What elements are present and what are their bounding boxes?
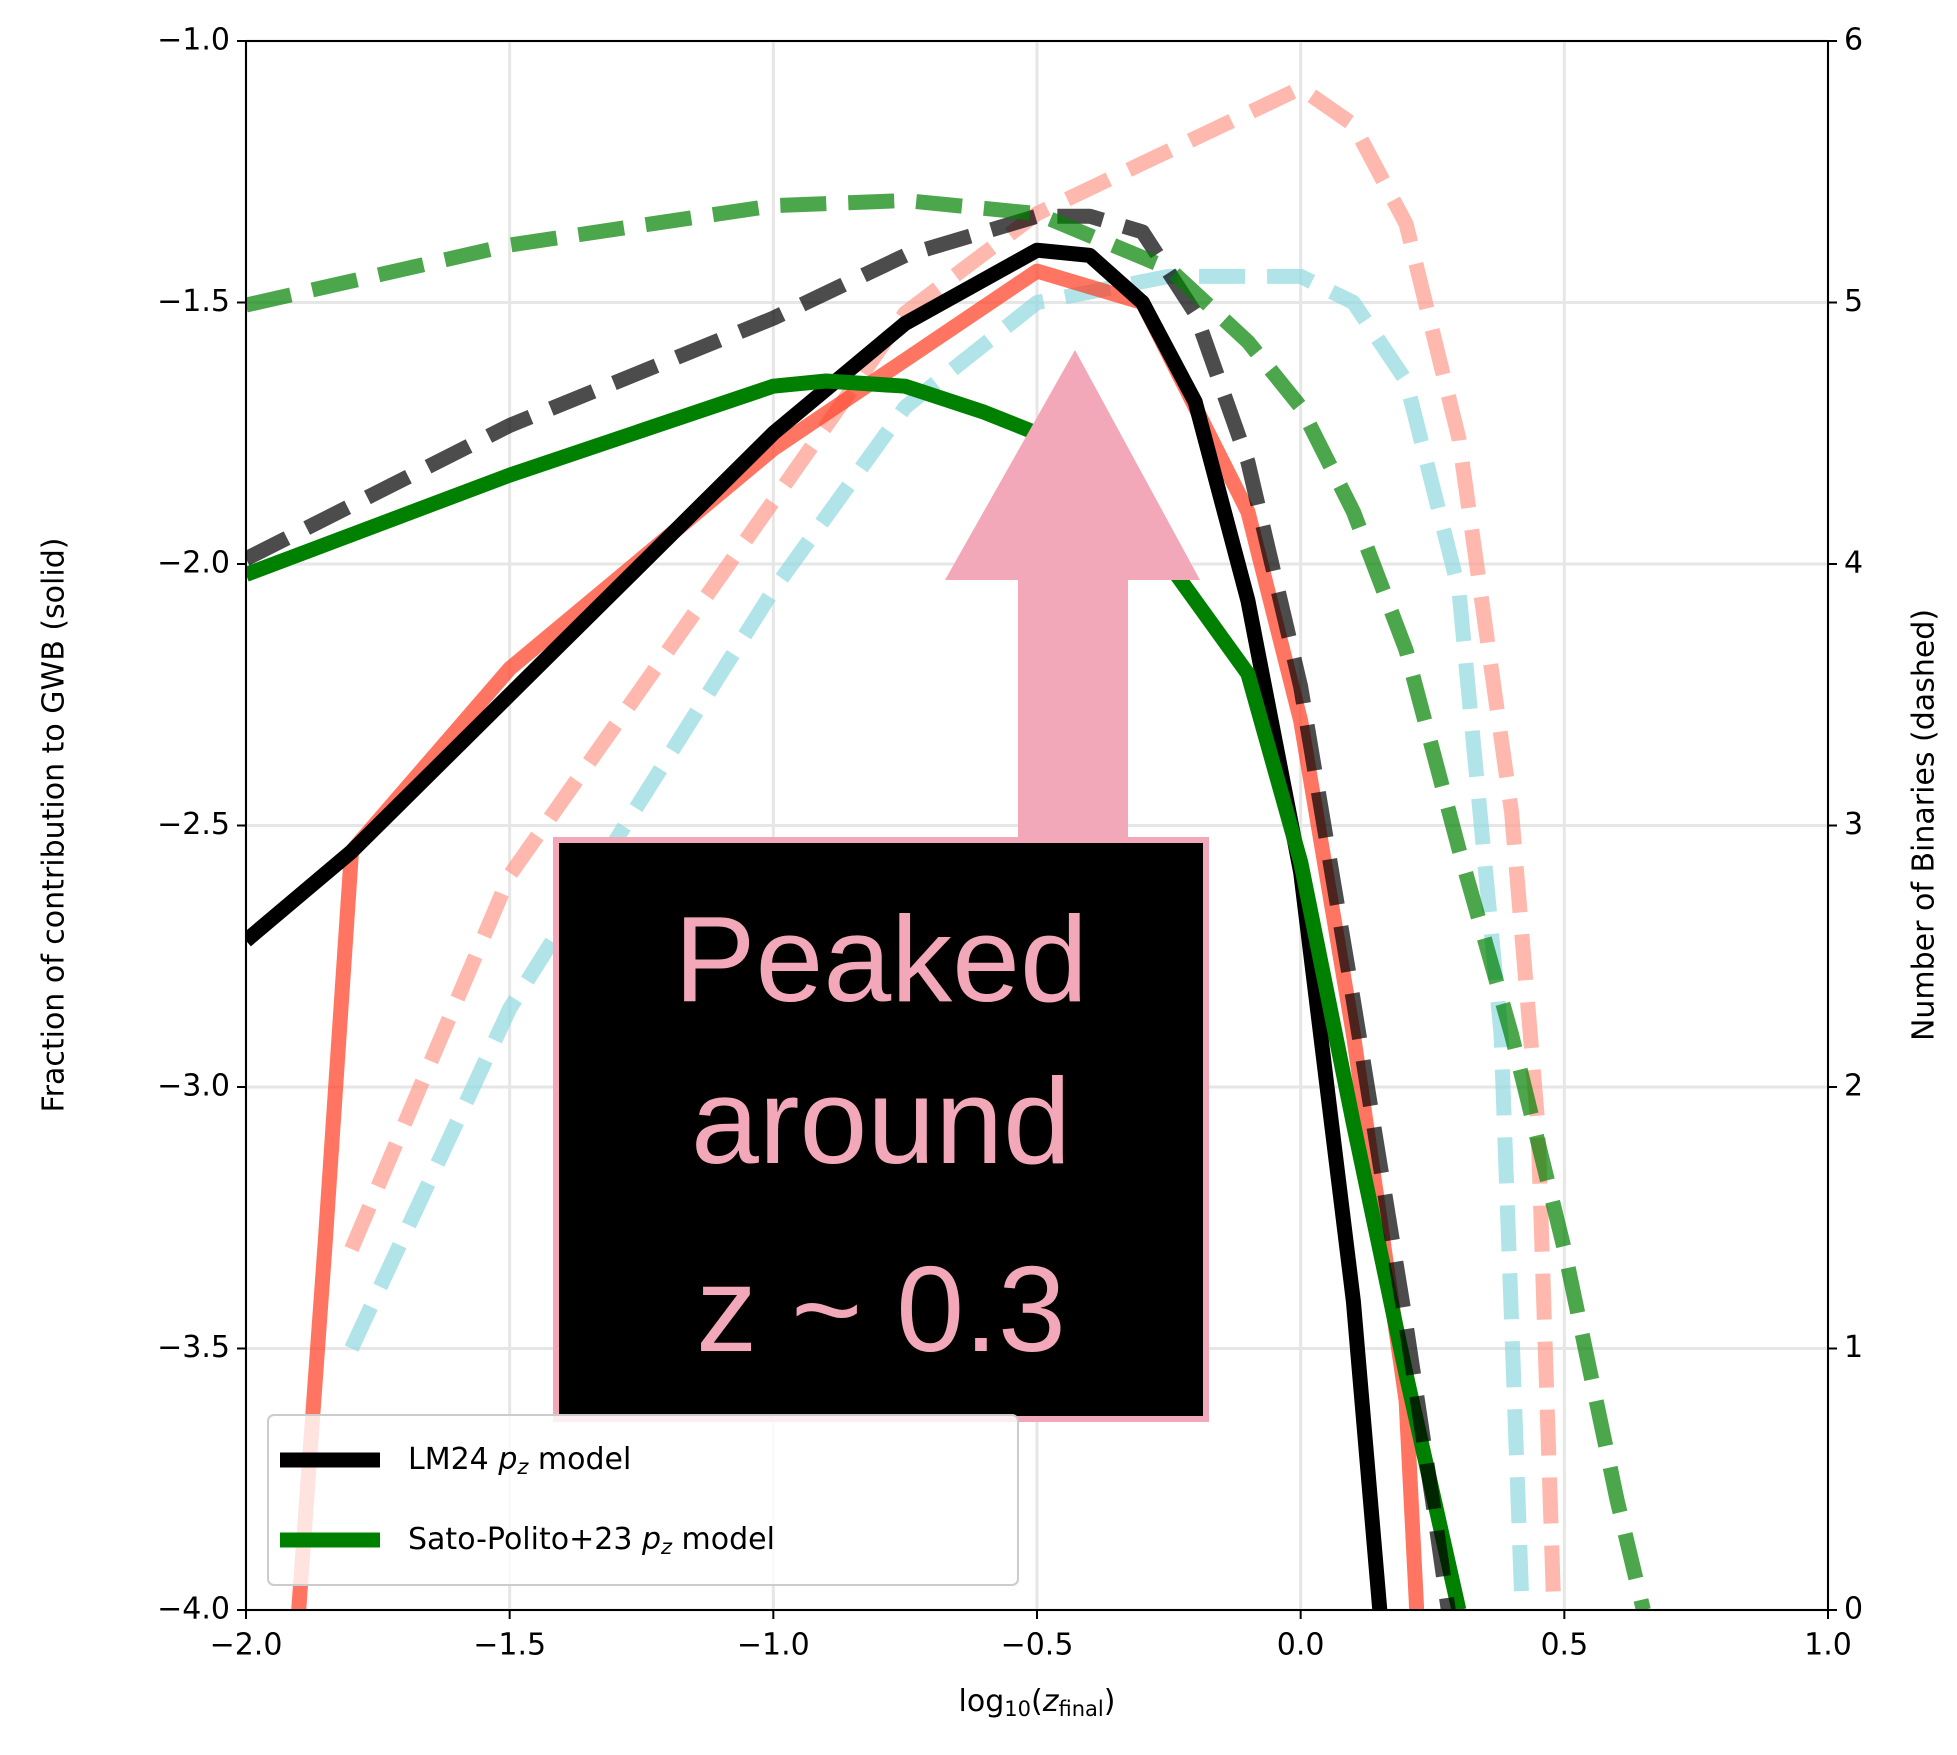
y-tick-label: −2.5: [157, 807, 230, 842]
legend-box: [267, 1414, 1019, 1586]
y-tick-label: −2.0: [157, 546, 230, 581]
legend-label: LM24 pz model: [408, 1442, 631, 1480]
y2-tick-label: 2: [1844, 1069, 1863, 1104]
legend-label-part: LM24: [408, 1442, 498, 1477]
dashed-line: [246, 193, 1651, 1610]
y-axis-label: Fraction of contribution to GWB (solid): [37, 538, 72, 1113]
annotation-arrow: [945, 350, 1200, 1000]
y-tick-label: −3.0: [157, 1069, 230, 1104]
legend-label-part: p: [497, 1442, 517, 1477]
annotation-text: around: [691, 1053, 1071, 1189]
dashed-line: [344, 80, 1562, 1610]
dashed-line: [246, 208, 1456, 1610]
y2-tick-label: 0: [1844, 1592, 1863, 1627]
plot-lines: [246, 80, 1651, 1610]
annotation-text: Peaked: [674, 891, 1088, 1027]
y-tick-label: −4.0: [157, 1592, 230, 1627]
y-tick-label: −1.0: [157, 23, 230, 58]
annotation-text: z ~ 0.3: [696, 1241, 1066, 1377]
legend-label-part: z: [660, 1535, 673, 1559]
legend-label-part: Sato-Polito+23: [408, 1522, 642, 1557]
legend-label-part: model: [672, 1522, 775, 1557]
legend-label-part: model: [528, 1442, 631, 1477]
x-tick-label: 0.0: [1277, 1628, 1325, 1663]
y-tick-label: −3.5: [157, 1330, 230, 1365]
legend-label-part: z: [516, 1455, 529, 1479]
legend-label-part: p: [641, 1522, 661, 1557]
x-tick-label: −0.5: [1001, 1628, 1074, 1663]
y2-tick-label: 3: [1844, 807, 1863, 842]
y2-tick-label: 1: [1844, 1330, 1863, 1365]
x-tick-label: −2.0: [210, 1628, 283, 1663]
y2-tick-label: 5: [1844, 284, 1863, 319]
y2-tick-label: 4: [1844, 546, 1863, 581]
x-axis-label: log10(zfinal): [959, 1684, 1116, 1722]
x-tick-label: 0.5: [1540, 1628, 1588, 1663]
dashed-line: [344, 268, 1530, 1610]
y-tick-label: −1.5: [157, 284, 230, 319]
x-tick-label: −1.0: [737, 1628, 810, 1663]
y2-axis-label: Number of Binaries (dashed): [1907, 609, 1942, 1041]
y2-tick-label: 6: [1844, 23, 1863, 58]
legend-label: Sato-Polito+23 pz model: [408, 1522, 775, 1560]
x-tick-label: 1.0: [1804, 1628, 1852, 1663]
x-tick-label: −1.5: [473, 1628, 546, 1663]
